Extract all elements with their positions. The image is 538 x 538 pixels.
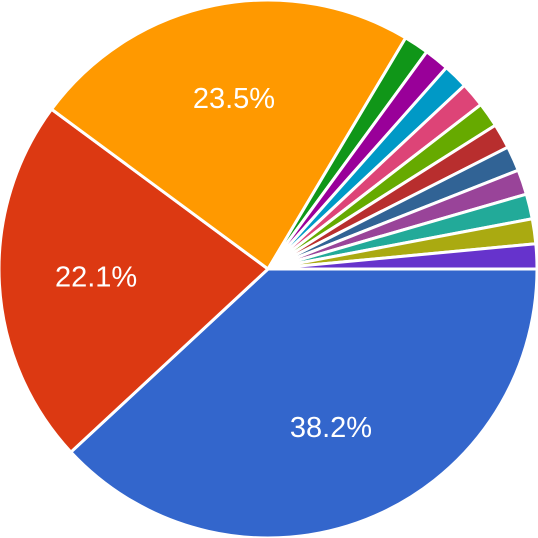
slice-label: 22.1%: [55, 261, 137, 293]
pie-slice[interactable]: [69, 267, 538, 538]
pie-slice[interactable]: [0, 107, 270, 454]
slice-label: 38.2%: [290, 412, 372, 444]
slice-label: 23.5%: [193, 83, 275, 115]
pie-slice[interactable]: [50, 0, 408, 271]
slice-labels: 38.2% 22.1% 23.5%: [55, 83, 372, 444]
pie-slice[interactable]: [266, 242, 538, 271]
